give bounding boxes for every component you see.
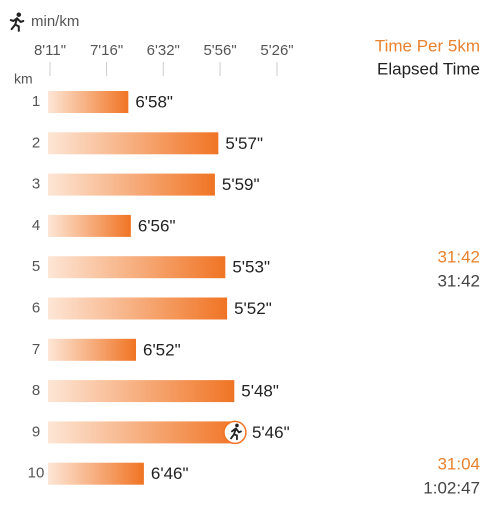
current-runner-icon [223,420,247,445]
y-axis-label: km [14,71,33,87]
split-time: 31:42 [437,247,480,266]
icon-runner [230,427,242,441]
y-tick-label: 4 [32,217,40,234]
value-label: 5'52" [234,299,272,318]
value-label: 6'52" [143,340,181,359]
value-label: 6'46" [151,464,189,483]
value-label: 5'46" [252,423,290,442]
y-tick-label: 8 [32,382,40,399]
legend-elapsed-time: Elapsed Time [377,59,480,78]
y-tick-label: 3 [32,176,40,193]
x-tick-label: 5'56" [203,42,236,59]
x-axis-label: min/km [31,13,79,30]
y-tick-label: 2 [32,134,40,151]
bar [48,132,219,155]
x-tick-label: 8'11" [34,42,66,59]
bar [48,380,235,403]
icon-head [235,423,239,428]
x-tick-label: 5'26" [260,42,293,59]
bar [48,91,129,113]
bar [48,173,215,196]
split-elapsed: 1:02:47 [423,478,480,497]
value-label: 5'59" [222,175,260,194]
bar [48,338,136,361]
y-tick-label: 7 [32,341,40,358]
split-time: 31:04 [437,454,480,473]
split-elapsed: 31:42 [437,271,480,290]
y-tick-label: 10 [28,465,45,482]
bar [48,421,238,444]
runner-icon [9,12,25,32]
bar [48,297,228,320]
value-label: 5'48" [241,382,279,401]
value-label: 5'53" [232,258,270,277]
y-tick-label: 1 [32,93,40,110]
y-tick-label: 5 [32,258,40,275]
value-label: 6'56" [138,216,176,235]
x-tick-label: 6'32" [147,42,180,59]
legend-time-per-5km: Time Per 5km [375,36,480,55]
value-label: 6'58" [135,92,173,111]
y-tick-label: 9 [32,423,40,440]
y-tick-label: 6 [32,299,40,316]
bar [48,214,131,237]
x-tick-label: 7'16" [90,42,123,59]
bar [48,256,226,279]
bar [48,462,144,485]
value-label: 5'57" [225,134,263,153]
